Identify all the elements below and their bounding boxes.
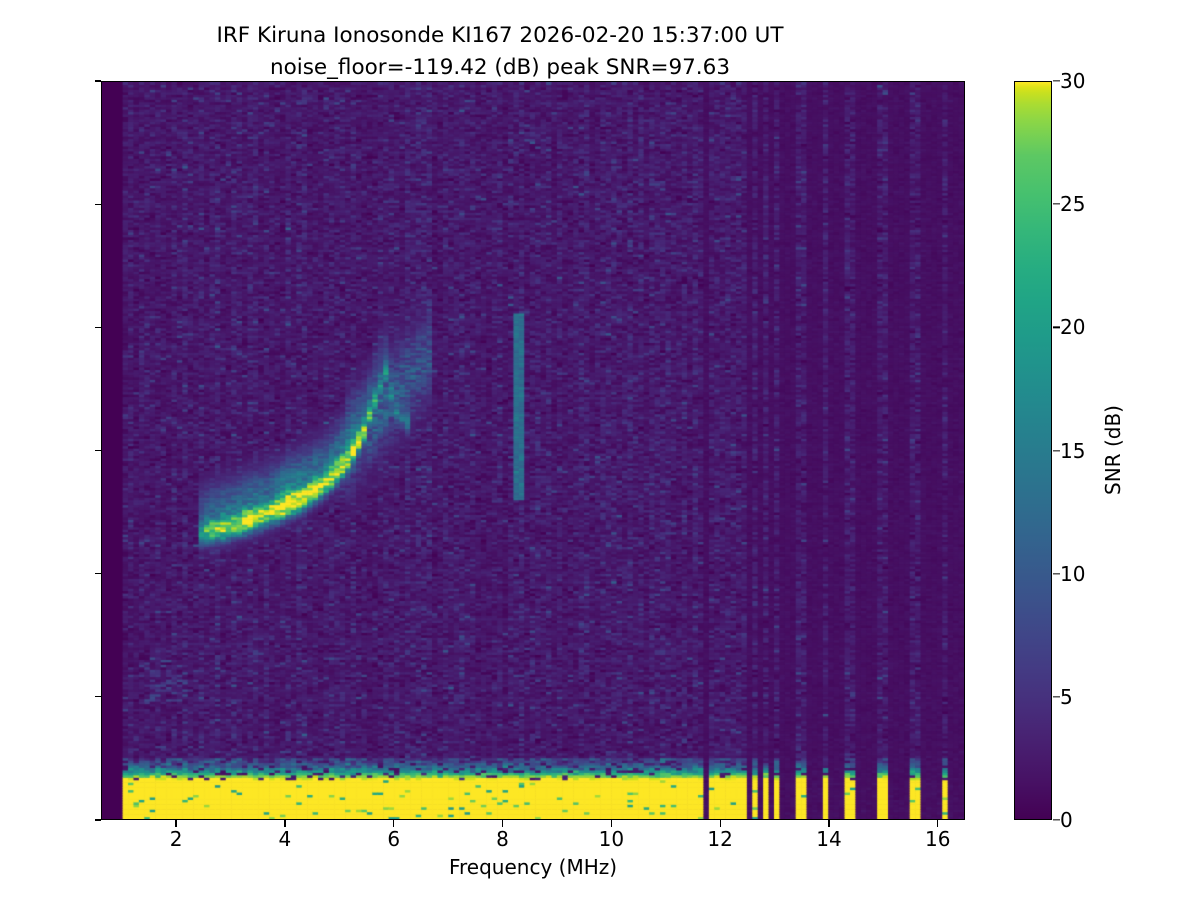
x-axis-tick-mark xyxy=(393,820,395,827)
x-axis-tick-label: 12 xyxy=(707,827,733,851)
colorbar-tick-mark xyxy=(1053,819,1060,821)
x-axis-tick-mark xyxy=(719,820,721,827)
y-axis-tick-mark xyxy=(94,326,101,328)
y-axis-tick-mark xyxy=(94,449,101,452)
x-axis-tick-label: 14 xyxy=(816,827,842,851)
y-axis-tick-mark xyxy=(94,203,101,205)
x-axis-tick-label: 10 xyxy=(598,827,625,851)
y-axis-tick-mark xyxy=(94,819,101,821)
colorbar-tick-mark xyxy=(1053,573,1060,575)
x-axis-label: Frequency (MHz) xyxy=(448,855,618,879)
figure-subtitle-text: noise_floor=-119.42 (dB) peak SNR=97.63 xyxy=(269,55,731,80)
y-axis-tick-mark xyxy=(94,80,101,82)
colorbar-tick-label: 5 xyxy=(1060,684,1073,709)
colorbar-tick-label: 15 xyxy=(1060,438,1086,463)
colorbar-tick-mark xyxy=(1053,80,1060,82)
colorbar-gradient xyxy=(1014,81,1052,820)
colorbar-tick-label: 25 xyxy=(1060,192,1086,217)
x-axis-tick-mark xyxy=(175,820,177,827)
colorbar-tick-mark xyxy=(1053,449,1060,452)
figure-title: IRF Kiruna Ionosonde KI167 2026-02-20 15… xyxy=(0,20,1000,84)
x-axis-tick-mark xyxy=(501,820,504,827)
colorbar-tick-label: 30 xyxy=(1060,69,1086,93)
y-axis-tick-mark xyxy=(94,696,101,698)
x-axis-tick-label: 16 xyxy=(925,827,951,851)
y-axis-tick-mark xyxy=(94,573,101,575)
x-axis-tick-label: 4 xyxy=(278,827,292,851)
figure-title-text: IRF Kiruna Ionosonde KI167 2026-02-20 15… xyxy=(216,23,784,48)
x-axis-tick-mark xyxy=(284,820,286,827)
ionogram-plot-area[interactable] xyxy=(101,81,965,820)
colorbar-label: SNR (dB) xyxy=(1101,405,1125,495)
x-axis-tick-label: 8 xyxy=(496,827,509,851)
colorbar-tick-label: 20 xyxy=(1060,315,1086,340)
x-axis-tick-label: 2 xyxy=(169,827,183,851)
ionogram-heatmap-canvas xyxy=(102,82,964,819)
colorbar-tick-mark xyxy=(1053,203,1060,205)
x-axis-tick-label: 6 xyxy=(387,827,401,851)
colorbar-tick-label: 0 xyxy=(1060,808,1073,832)
colorbar-tick-mark xyxy=(1053,326,1060,328)
x-axis-tick-mark xyxy=(828,820,830,827)
x-axis-tick-mark xyxy=(937,820,939,827)
colorbar-tick-mark xyxy=(1053,696,1060,698)
x-axis-tick-mark xyxy=(610,820,612,827)
colorbar-tick-label: 10 xyxy=(1060,561,1086,586)
